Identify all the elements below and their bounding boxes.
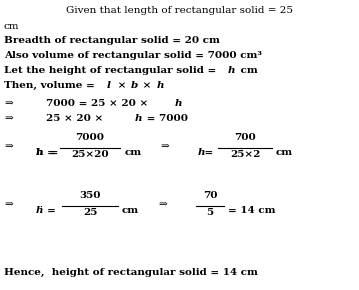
Text: Hence,  height of rectangular solid = 14 cm: Hence, height of rectangular solid = 14 … (4, 268, 258, 277)
Text: ⇒: ⇒ (4, 99, 13, 108)
Text: 7000: 7000 (75, 133, 104, 142)
Text: ⇒: ⇒ (160, 142, 169, 151)
Text: cm: cm (276, 148, 293, 157)
Text: =: = (46, 148, 59, 157)
Text: l: l (107, 81, 111, 90)
Text: cm: cm (4, 22, 19, 31)
Text: 25 × 20 ×: 25 × 20 × (46, 114, 107, 123)
Text: 5: 5 (206, 208, 214, 217)
Text: 700: 700 (234, 133, 256, 142)
Text: h: h (228, 66, 236, 75)
Text: ×: × (139, 81, 155, 90)
Text: h: h (36, 148, 43, 157)
Text: h: h (157, 81, 164, 90)
Text: = 14 cm: = 14 cm (228, 206, 275, 215)
Text: Breadth of rectangular solid = 20 cm: Breadth of rectangular solid = 20 cm (4, 36, 220, 45)
Text: 25×20: 25×20 (71, 150, 109, 159)
Text: Given that length of rectangular solid = 25: Given that length of rectangular solid =… (66, 6, 294, 15)
Text: Let the height of rectangular solid =: Let the height of rectangular solid = (4, 66, 220, 75)
Text: cm: cm (237, 66, 258, 75)
Text: 25×2: 25×2 (230, 150, 260, 159)
Text: cm: cm (122, 206, 139, 215)
Text: h=: h= (198, 148, 214, 157)
Text: ⇒: ⇒ (158, 200, 167, 209)
Text: ⇒: ⇒ (4, 142, 13, 151)
Text: Also volume of rectangular solid = 7000 cm³: Also volume of rectangular solid = 7000 … (4, 51, 262, 60)
Text: 350: 350 (79, 191, 101, 200)
Text: h: h (135, 114, 143, 123)
Text: b: b (131, 81, 138, 90)
Text: 7000 = 25 × 20 ×: 7000 = 25 × 20 × (46, 99, 152, 108)
Text: ḣ =: ḣ = (36, 206, 56, 215)
Text: ×: × (114, 81, 130, 90)
Text: ⇒: ⇒ (4, 114, 13, 123)
Text: 25: 25 (83, 208, 97, 217)
Text: h =: h = (36, 148, 56, 157)
Text: h: h (175, 99, 182, 108)
Text: = 7000: = 7000 (143, 114, 188, 123)
Text: ⇒: ⇒ (4, 200, 13, 209)
Text: cm: cm (125, 148, 142, 157)
Text: Then, volume =: Then, volume = (4, 81, 98, 90)
Text: 70: 70 (203, 191, 217, 200)
